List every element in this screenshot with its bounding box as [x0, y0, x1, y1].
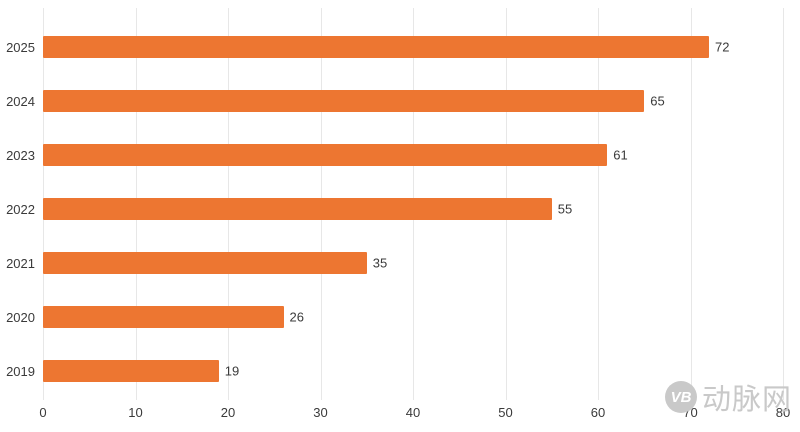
category-label: 2019	[6, 363, 35, 379]
value-label: 65	[650, 93, 665, 109]
x-tick-label: 50	[498, 405, 513, 420]
category-label: 2024	[6, 93, 35, 109]
category-label: 2020	[6, 309, 35, 325]
bar: 55	[43, 198, 572, 220]
bar: 61	[43, 144, 628, 166]
bar-row: 2019 19	[6, 344, 783, 398]
gridline	[783, 8, 784, 400]
x-axis: 0 10 20 30 40 50 60 70 80	[39, 400, 790, 424]
bar-row: 2023 61	[6, 128, 783, 182]
x-tick-label: 70	[683, 405, 698, 420]
bar: 35	[43, 252, 387, 274]
x-tick-label: 40	[405, 405, 421, 420]
value-label: 72	[715, 39, 730, 55]
bar: 26	[43, 306, 304, 328]
x-tick-label: 60	[590, 405, 606, 420]
value-label: 61	[613, 147, 628, 163]
x-tick-label: 10	[128, 405, 143, 420]
gridline	[598, 8, 599, 400]
category-label: 2025	[6, 39, 35, 55]
x-tick-label: 0	[39, 405, 47, 420]
value-label: 35	[372, 255, 388, 271]
x-tick-label: 30	[313, 405, 328, 420]
bar-row: 2021 35	[6, 236, 783, 290]
bar: 65	[43, 90, 665, 112]
bar: 19	[43, 360, 239, 382]
x-tick-label: 80	[775, 405, 791, 420]
plot-area: 2025 72 2024 65 2023 61 2022 55 2021 35 2020 26 2019…	[6, 8, 790, 420]
category-label: 2022	[6, 201, 35, 217]
category-label: 2023	[6, 147, 35, 163]
bar-row: 2025 72	[6, 20, 783, 74]
bar-rows: 2025 72 2024 65 2023 61 2022 55 2021 35 2020 26 2019…	[6, 8, 783, 400]
value-label: 19	[224, 363, 240, 379]
gridline	[690, 8, 692, 400]
value-label: 55	[557, 201, 573, 217]
bar: 72	[43, 36, 729, 58]
x-tick-label: 20	[220, 405, 236, 420]
bar-row: 2022 55	[6, 182, 783, 236]
bar-row: 2024 65	[6, 74, 783, 128]
bar-row: 2020 26	[6, 290, 783, 344]
category-label: 2021	[6, 255, 35, 271]
value-label: 26	[289, 309, 304, 325]
